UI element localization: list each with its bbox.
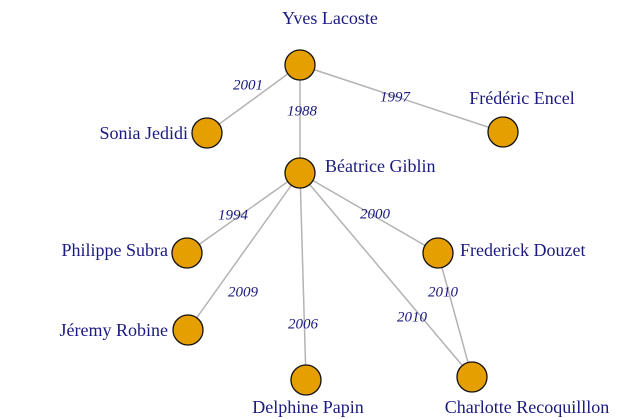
node-label: Delphine Papin <box>252 397 363 417</box>
node-label: Frédéric Encel <box>469 88 574 108</box>
node-label: Jéremy Robine <box>60 320 168 340</box>
edge <box>206 64 301 134</box>
node-label: Sonia Jedidi <box>100 123 189 143</box>
node-label: Yves Lacoste <box>282 8 378 28</box>
edge-label: 2010 <box>397 309 428 325</box>
node <box>487 116 519 148</box>
node <box>191 117 223 149</box>
edge-label: 1988 <box>287 103 318 119</box>
edge-label: 1994 <box>218 207 249 223</box>
edge <box>299 172 307 381</box>
edge-label: 2009 <box>228 284 259 300</box>
node-label: Philippe Subra <box>62 240 169 260</box>
node <box>290 364 322 396</box>
node-label: Béatrice Giblin <box>325 156 435 176</box>
node <box>171 237 203 269</box>
node-label: Charlotte Recoquilllon <box>445 397 609 417</box>
edge-label: 2006 <box>288 316 319 332</box>
edge <box>187 172 301 331</box>
edge-label: 2001 <box>233 77 263 93</box>
edge <box>299 172 473 378</box>
node <box>284 157 316 189</box>
node <box>456 361 488 393</box>
edge-label: 1997 <box>380 89 412 105</box>
edge <box>186 172 301 254</box>
edge <box>299 64 504 133</box>
node <box>284 49 316 81</box>
node <box>172 314 204 346</box>
edge-label: 2000 <box>360 206 391 222</box>
node <box>422 237 454 269</box>
edge <box>299 172 439 254</box>
edge <box>437 252 473 378</box>
node-label: Frederick Douzet <box>460 240 585 260</box>
edge-label: 2010 <box>428 284 459 300</box>
